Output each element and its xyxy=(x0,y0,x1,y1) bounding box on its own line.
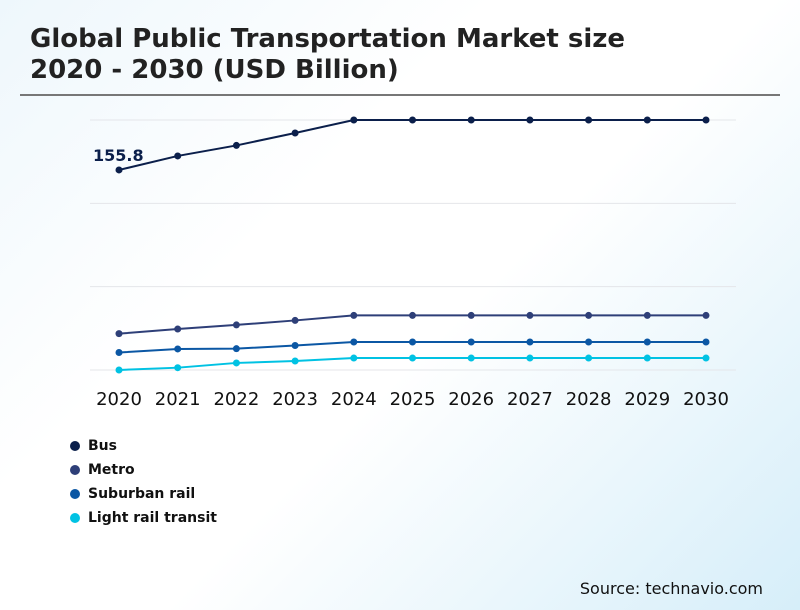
data-point xyxy=(409,338,416,346)
data-point xyxy=(702,311,710,319)
data-point xyxy=(409,116,416,124)
legend-item: Suburban rail xyxy=(70,482,217,506)
title-line-2: 2020 - 2030 (USD Billion) xyxy=(30,55,399,85)
data-point xyxy=(291,316,299,324)
data-point xyxy=(585,338,593,346)
legend: Bus Metro Suburban rail Light rail transit xyxy=(70,434,217,530)
data-point xyxy=(467,311,475,319)
legend-label: Suburban rail xyxy=(88,486,196,502)
x-tick-label: 2025 xyxy=(390,389,436,410)
data-point xyxy=(232,141,240,149)
legend-item: Metro xyxy=(70,458,217,482)
x-tick-label: 2020 xyxy=(96,389,142,410)
data-point xyxy=(467,116,475,124)
data-point xyxy=(526,338,534,346)
legend-item: Light rail transit xyxy=(70,506,217,530)
data-point xyxy=(702,116,710,124)
chart-title: Global Public Transportation Market size… xyxy=(30,24,625,86)
data-point xyxy=(585,354,593,362)
data-point xyxy=(291,341,299,349)
data-point xyxy=(702,354,710,362)
data-point xyxy=(115,330,123,338)
data-point xyxy=(350,311,358,319)
data-point xyxy=(409,311,416,319)
title-divider xyxy=(20,94,780,96)
data-point xyxy=(350,116,358,124)
data-point xyxy=(467,354,475,362)
data-point xyxy=(409,354,416,362)
data-point xyxy=(467,338,475,346)
legend-label: Metro xyxy=(88,462,135,478)
data-label: 155.8 xyxy=(93,146,144,165)
legend-label: Bus xyxy=(88,438,117,454)
data-point xyxy=(643,116,651,124)
data-point xyxy=(291,357,299,365)
x-tick-label: 2021 xyxy=(155,389,201,410)
data-point xyxy=(232,359,240,367)
x-tick-label: 2030 xyxy=(683,389,729,410)
data-point xyxy=(174,152,182,160)
data-point xyxy=(350,338,358,346)
legend-dot-icon xyxy=(70,441,80,451)
data-point xyxy=(643,311,651,319)
data-point xyxy=(232,345,240,353)
source-text: Source: technavio.com xyxy=(579,579,763,598)
legend-label: Light rail transit xyxy=(88,510,217,526)
data-point xyxy=(350,354,358,362)
data-point xyxy=(174,364,182,372)
data-point xyxy=(643,354,651,362)
data-point xyxy=(585,311,593,319)
data-point xyxy=(526,311,534,319)
data-point xyxy=(174,325,182,333)
x-tick-label: 2026 xyxy=(448,389,494,410)
legend-dot-icon xyxy=(70,513,80,523)
data-point xyxy=(115,366,123,374)
x-tick-label: 2028 xyxy=(566,389,612,410)
series-line-bus xyxy=(118,119,706,171)
legend-dot-icon xyxy=(70,465,80,475)
x-tick-label: 2022 xyxy=(213,389,259,410)
line-chart: 2020 2021 2022 2023 2024 2025 2026 2027 2028 2029… xyxy=(90,116,736,410)
title-line-1: Global Public Transportation Market size xyxy=(30,24,626,54)
data-point xyxy=(526,354,534,362)
data-point xyxy=(702,338,710,346)
data-point xyxy=(115,349,123,357)
legend-dot-icon xyxy=(70,489,80,499)
data-point xyxy=(585,116,593,124)
legend-item: Bus xyxy=(70,434,217,458)
x-tick-label: 2023 xyxy=(272,389,318,410)
x-tick-label: 2024 xyxy=(331,389,377,410)
data-point xyxy=(232,321,240,329)
data-point xyxy=(115,166,123,174)
data-point xyxy=(174,345,182,353)
x-tick-label: 2029 xyxy=(624,389,670,410)
data-point xyxy=(526,116,534,124)
data-point xyxy=(643,338,651,346)
x-tick-label: 2027 xyxy=(507,389,553,410)
data-point xyxy=(291,129,299,137)
